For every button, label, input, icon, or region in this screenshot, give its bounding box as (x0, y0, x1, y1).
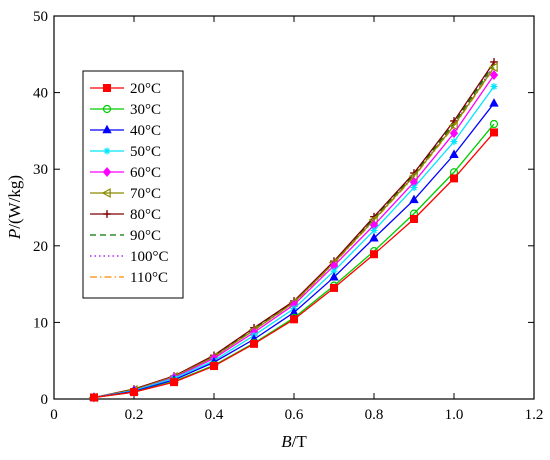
legend-label: 60°C (130, 165, 161, 181)
legend-label: 110°C (130, 270, 168, 286)
x-axis-ticks: 0 0.2 0.4 0.6 0.8 1.0 1.2 (50, 16, 543, 423)
legend-label: 20°C (130, 81, 161, 97)
legend-entry: 110°C (90, 270, 168, 286)
legend-entry: 60°C (90, 165, 161, 181)
data-point (329, 271, 339, 281)
y-tick-label: 10 (33, 315, 48, 331)
data-point (170, 378, 178, 387)
y-tick-label: 0 (41, 392, 49, 408)
legend-label: 30°C (130, 102, 161, 118)
legend-label: 80°C (130, 207, 161, 223)
y-axis-label-var: P (5, 229, 24, 240)
legend-label: 40°C (130, 123, 161, 139)
data-point (410, 184, 418, 192)
legend-entry: 100°C (90, 249, 169, 265)
data-point (490, 128, 498, 137)
x-tick-label: 0 (50, 407, 58, 423)
data-point (409, 194, 419, 204)
y-tick-label: 30 (33, 162, 48, 178)
plot-area: 0 0.2 0.4 0.6 0.8 1.0 1.2 0 10 20 30 40 50 (33, 9, 543, 423)
legend: 20°C 30°C 40°C 50°C 60°C 70°C 80°C 90°C 100°C 110… (82, 70, 184, 299)
legend-label: 100°C (130, 249, 169, 265)
data-point (450, 138, 458, 146)
data-point (210, 362, 218, 371)
data-point (448, 120, 458, 131)
data-point (490, 82, 498, 90)
y-tick-label: 20 (33, 239, 48, 255)
legend-entries: 20°C 30°C 40°C 50°C 60°C 70°C 80°C 90°C 100°C 110… (90, 81, 169, 286)
x-axis-label-var: B (281, 432, 292, 451)
x-tick-label: 0.6 (285, 407, 304, 423)
x-tick-label: 1.0 (445, 407, 464, 423)
data-point (449, 149, 459, 158)
data-point (103, 84, 111, 92)
data-point (450, 174, 458, 183)
x-axis-label: B/T (281, 432, 307, 451)
data-point (370, 226, 378, 234)
data-point (90, 393, 98, 402)
y-tick-label: 50 (33, 9, 48, 25)
data-point (489, 98, 499, 107)
x-tick-label: 0.4 (205, 407, 224, 423)
legend-entry: 80°C (90, 207, 161, 223)
legend-entry: 70°C (90, 186, 161, 202)
data-point (489, 119, 499, 129)
legend-entry: 50°C (90, 144, 161, 160)
data-point (103, 210, 111, 218)
legend-label: 50°C (130, 144, 161, 160)
data-point (370, 250, 378, 259)
data-point (103, 147, 111, 155)
data-point (250, 339, 258, 348)
data-point (410, 214, 418, 223)
data-point (330, 283, 338, 292)
legend-entry: 30°C (90, 102, 161, 118)
y-axis-label-unit: /(W/kg) (5, 175, 24, 229)
data-point (369, 232, 379, 242)
x-tick-label: 0.2 (125, 407, 144, 423)
data-point (290, 315, 298, 324)
data-point (102, 167, 112, 177)
data-point (488, 62, 498, 73)
data-point (102, 104, 112, 114)
legend-entry: 90°C (90, 228, 161, 244)
series-1 (90, 128, 498, 402)
x-axis-label-unit: /T (292, 432, 308, 451)
data-point (130, 388, 138, 397)
y-axis-ticks: 0 10 20 30 40 50 (33, 9, 534, 408)
data-point (489, 70, 499, 80)
x-tick-label: 1.2 (525, 407, 544, 423)
legend-entry: 20°C (90, 81, 161, 97)
x-tick-label: 0.8 (365, 407, 384, 423)
data-point (449, 128, 459, 139)
y-tick-label: 40 (33, 86, 48, 102)
data-point (102, 124, 112, 134)
legend-label: 70°C (130, 186, 161, 202)
data-point (101, 188, 111, 198)
legend-label: 90°C (130, 228, 161, 244)
series-layer (88, 58, 499, 403)
legend-entry: 40°C (90, 123, 161, 139)
y-axis-label: P/(W/kg) (5, 175, 24, 240)
data-point (289, 307, 299, 316)
